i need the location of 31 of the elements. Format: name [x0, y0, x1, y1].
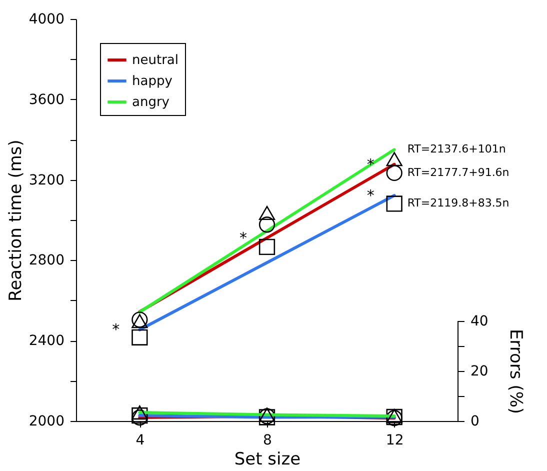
annotation: *	[240, 229, 248, 248]
point	[258, 216, 276, 233]
y-axis-title: Reaction time (ms)	[6, 140, 26, 302]
point	[258, 238, 276, 255]
annotation: *	[366, 186, 375, 204]
y2-tick-label: 0	[470, 414, 480, 430]
y2-tick-label: 20	[470, 364, 488, 380]
annotation: RT=2119.8+83.5n	[407, 196, 510, 210]
legend-label: happy	[132, 74, 173, 89]
y-tick-label: 3600	[28, 92, 64, 108]
point	[386, 152, 402, 166]
annotation: RT=2177.7+91.6n	[407, 166, 510, 179]
y-tick-label: 4000	[28, 12, 64, 28]
point	[386, 164, 402, 182]
annotation: *	[112, 320, 120, 339]
x-tick-label: 8	[263, 432, 272, 448]
y-tick-label: 2000	[28, 414, 64, 430]
y2-axis-title: Errors (%)	[506, 328, 526, 414]
legend-label: angry	[132, 95, 170, 110]
y-tick-label: 2400	[28, 333, 64, 350]
y-tick-label: 3200	[28, 172, 64, 188]
point	[132, 329, 148, 346]
y-tick-label: 2800	[28, 252, 64, 269]
x-axis-title: Set size	[234, 450, 301, 470]
annotation: RT=2137.6+101n	[407, 142, 506, 156]
y2-tick-label: 40	[470, 314, 488, 330]
point	[386, 196, 402, 212]
x-tick-label: 12	[386, 432, 404, 448]
x-tick-label: 4	[136, 432, 145, 448]
point	[258, 206, 276, 220]
legend-label: neutral	[132, 53, 178, 68]
